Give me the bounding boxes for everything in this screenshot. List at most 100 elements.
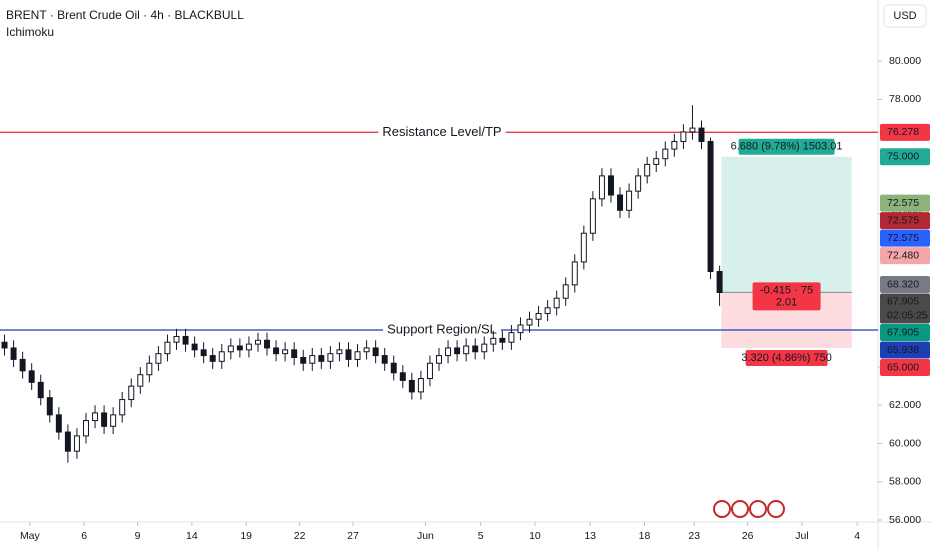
candle-body — [146, 362, 153, 376]
x-tick-label: 6 — [81, 530, 87, 542]
position-label: 6.680 (9.78%) 1503.01 — [731, 141, 843, 153]
candle-body — [327, 353, 334, 362]
candle-body — [644, 163, 651, 177]
candle-body — [508, 332, 515, 343]
x-tick-label: 23 — [688, 530, 700, 542]
candle-body — [635, 175, 642, 192]
candle-body — [19, 358, 26, 372]
candle-body — [490, 337, 497, 345]
candle-body — [137, 374, 144, 387]
candle-body — [653, 158, 660, 165]
event-icon — [731, 500, 749, 518]
candle-body — [164, 341, 171, 355]
candle-body — [101, 412, 108, 427]
candle-body — [589, 198, 596, 234]
candle-body — [517, 324, 524, 334]
candle-body — [92, 412, 99, 422]
price-label-box — [880, 194, 930, 212]
currency[interactable]: USD — [893, 10, 916, 22]
position-label-box — [738, 138, 835, 155]
x-tick-label: 18 — [639, 530, 651, 542]
price-label-box — [880, 358, 930, 376]
y-tick-label: 62.000 — [889, 399, 921, 411]
event-icon — [767, 500, 785, 518]
candle-body — [354, 351, 361, 360]
candle-body — [64, 431, 71, 452]
candle-body — [119, 399, 126, 416]
candle-body — [607, 175, 614, 196]
candle-body — [273, 347, 280, 355]
candle-body — [264, 339, 271, 349]
candle-body — [707, 140, 714, 272]
position-label: -0.415 · 75 — [760, 284, 813, 296]
candle-body — [336, 349, 343, 355]
target-zone — [721, 156, 852, 293]
price-label-box — [880, 229, 930, 247]
candle-body — [245, 343, 252, 351]
price-label: 75.000 — [887, 151, 919, 163]
event-icon — [749, 500, 767, 518]
candle-body — [426, 362, 433, 380]
candle-body — [381, 355, 388, 364]
candle-body — [37, 381, 44, 399]
x-tick-label: 13 — [584, 530, 596, 542]
y-tick-label: 80.000 — [889, 55, 921, 67]
x-tick-label: 5 — [478, 530, 484, 542]
chart-title: BRENT · Brent Crude Oil · 4h · BLACKBULL — [6, 8, 244, 22]
price-label: 67.905 — [887, 326, 919, 338]
candle-body — [399, 372, 406, 381]
y-tick-label: 56.000 — [889, 514, 921, 526]
candle-body — [318, 355, 325, 362]
candle-body — [417, 378, 424, 393]
candle-body — [345, 349, 352, 360]
x-tick-label: 14 — [186, 530, 198, 542]
candle-body — [173, 335, 180, 343]
level-label-bg — [383, 322, 501, 339]
candle-body — [46, 397, 53, 416]
candle-body — [499, 337, 506, 343]
candle-body — [227, 345, 234, 353]
candle-body — [372, 347, 379, 357]
price-label-box — [880, 212, 930, 230]
price-label: 72.575 — [887, 197, 919, 209]
price-label: 67.905 — [887, 295, 919, 307]
candle-body — [128, 385, 135, 401]
x-tick-label: Jul — [795, 530, 808, 542]
price-label-box — [880, 293, 930, 324]
candle-body — [553, 297, 560, 309]
candle-body — [445, 347, 452, 357]
price-label: 72.575 — [887, 214, 919, 226]
candle-body — [454, 347, 461, 355]
price-label-box — [880, 275, 930, 293]
x-tick-label: 9 — [135, 530, 141, 542]
candle-body — [436, 355, 442, 364]
candle-body — [28, 370, 35, 383]
event-icons — [713, 500, 785, 518]
x-tick-label: 27 — [347, 530, 359, 542]
y-tick-label: 60.000 — [889, 437, 921, 449]
position-label-box — [745, 349, 828, 366]
y-tick-label: 58.000 — [889, 476, 921, 488]
countdown-label: 02:05:25 — [887, 309, 928, 321]
candle-body — [562, 284, 569, 299]
indicator-name: Ichimoku — [6, 25, 54, 39]
price-label: 65.000 — [887, 361, 919, 373]
candle-body — [689, 127, 696, 133]
candle-body — [209, 355, 216, 362]
candle-body — [617, 194, 624, 211]
price-label: 65.938 — [887, 344, 919, 356]
candle-body — [236, 345, 243, 351]
x-tick-label: 4 — [854, 530, 860, 542]
candle-body — [282, 349, 289, 355]
x-tick-label: 10 — [529, 530, 541, 542]
candle-body — [481, 343, 488, 353]
currency-button[interactable] — [883, 4, 927, 28]
candle-body — [363, 347, 370, 353]
candle-body — [526, 318, 533, 326]
candle-body — [182, 335, 189, 345]
candle-body — [680, 131, 687, 142]
candle-body — [671, 140, 678, 150]
candle-body — [662, 148, 669, 160]
candle-body — [191, 343, 198, 351]
